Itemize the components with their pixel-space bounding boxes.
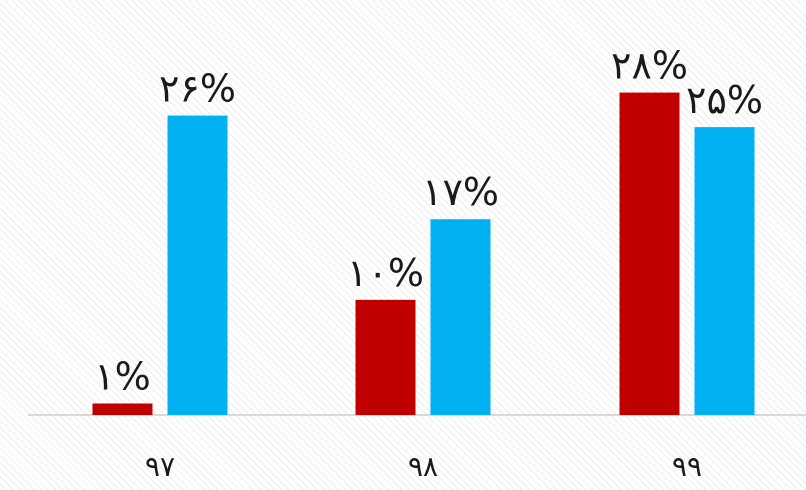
bars-group	[92, 92, 755, 416]
bar-0-1	[167, 115, 228, 415]
data-label-2-1: ۲۵%	[686, 78, 763, 122]
bar-0-0	[92, 403, 153, 415]
data-label-1-0: ۱۰%	[347, 251, 424, 295]
x-tick-label-0: ۹۷	[145, 450, 175, 483]
x-tick-labels-group: ۹۷ ۹۸ ۹۹	[145, 450, 702, 483]
bar-2-0	[619, 92, 680, 416]
bar-2-1	[694, 127, 755, 415]
data-label-0-0: ۱%	[94, 354, 151, 398]
data-label-0-1: ۲۶%	[159, 67, 236, 111]
x-tick-label-1: ۹۸	[408, 450, 438, 483]
bar-1-1	[430, 219, 491, 415]
data-label-2-0: ۲۸%	[611, 44, 688, 88]
bar-1-0	[355, 299, 416, 415]
data-labels-group: ۱% ۲۶% ۱۰% ۱۷% ۲۸%۲۵%	[94, 44, 763, 399]
data-label-1-1: ۱۷%	[422, 170, 499, 214]
x-tick-label-2: ۹۹	[672, 450, 702, 483]
